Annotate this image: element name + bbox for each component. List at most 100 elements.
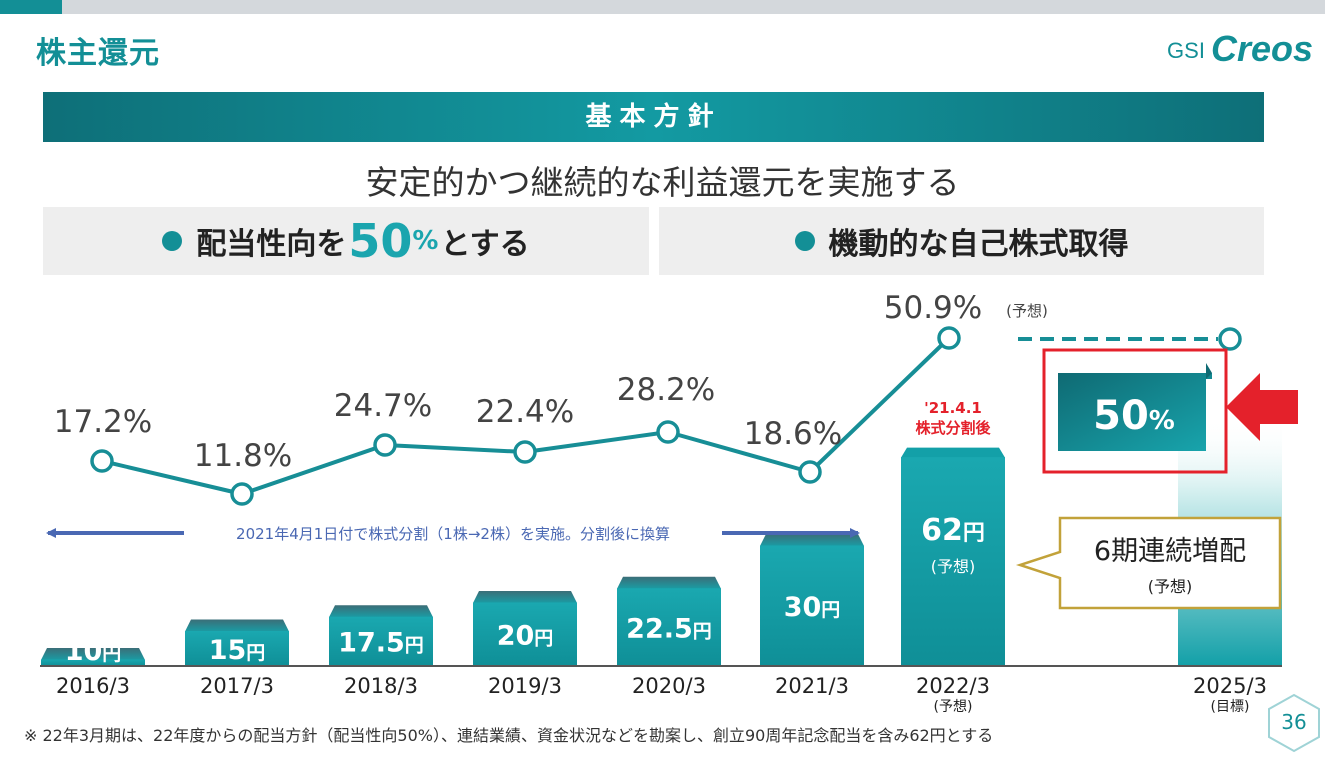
bar-body [760, 545, 864, 666]
payout-point-2017-3 [230, 482, 254, 506]
bar-body [617, 588, 721, 666]
payout-value-note: (予想) [1006, 302, 1048, 320]
x-axis-label: 2021/3 [775, 674, 849, 698]
buyback-text: 機動的な自己株式取得 [828, 227, 1129, 262]
dividend-bar-2020-3: 22.5円 [617, 576, 721, 666]
company-logo: GSI Creos [1167, 28, 1313, 70]
bar-value-unit: 円 [246, 642, 265, 664]
bar-value-unit: 円 [693, 620, 712, 642]
bullet-dot [162, 231, 183, 251]
bar-value-number: 10 [65, 636, 103, 667]
target-red-arrow [1226, 373, 1298, 441]
bar-value-label: 20円 [497, 621, 554, 652]
dividend-bar-2022-3: 62円 (予想) [901, 447, 1005, 666]
bar-body [185, 631, 289, 666]
dividend-bar-2019-3: 20円 [473, 591, 577, 666]
payout-value-label: 11.8% [194, 438, 292, 474]
bar-value-label: 15円 [209, 635, 266, 666]
bar-cap [901, 447, 1005, 458]
dividend-bar-2017-3: 15円 [185, 619, 289, 666]
logo-prefix: GSI [1167, 38, 1205, 63]
bar-body [41, 659, 145, 666]
page-number-hexagon [1268, 693, 1320, 753]
buyback-policy-panel: 機動的な自己株式取得 [659, 207, 1264, 275]
bar-value-note: (予想) [931, 557, 976, 576]
x-axis-label: 2022/3 [916, 674, 990, 698]
split-label: 株式分割後 [915, 419, 991, 437]
payout-value: 50 [348, 214, 413, 268]
bar-cap [329, 605, 433, 618]
bar-value-unit: 円 [102, 643, 121, 665]
payout-point-2021-3 [798, 460, 822, 484]
payout-policy-panel: 配当性向を 50% とする [43, 207, 649, 275]
x-axis-label: 2016/3 [56, 674, 130, 698]
bar-value-label: 62円 [921, 513, 985, 548]
bar-value-number: 20 [497, 621, 535, 652]
dividend-bar-2021-3: 30円 [760, 534, 864, 666]
target-value-label: 50% [1093, 393, 1175, 439]
payout-value-label: 17.2% [54, 404, 152, 440]
logo-name: Creos [1210, 28, 1313, 69]
hexagon-shape [1268, 693, 1320, 753]
x-axis-label-note: (目標) [1211, 699, 1250, 715]
bar-value-number: 62 [921, 513, 963, 548]
x-axis-label: 2019/3 [488, 674, 562, 698]
target-value-unit: % [1149, 406, 1175, 436]
bar-body [473, 602, 577, 666]
split-date: '21.4.1 [924, 399, 982, 417]
payout-value-label: 50.9% [884, 290, 982, 326]
payout-point-2019-3 [513, 440, 537, 464]
payout-point-2025-3 [1218, 327, 1242, 351]
consecutive-increase-callout: 6期連続増配 (予想) [1015, 516, 1282, 610]
bar-value-number: 30 [784, 592, 822, 623]
bar-cap [760, 534, 864, 546]
callout-main-text: 6期連続増配 [1094, 536, 1246, 567]
payout-ratio-labels: 17.2% 11.8% 24.7% 22.4% 28.2% 18.6% 50.9% (予想) [54, 290, 1048, 474]
top-bar [0, 0, 1325, 14]
bar-value-unit: 円 [963, 521, 985, 546]
bar-cap [41, 648, 145, 660]
bar-cap [617, 576, 721, 589]
bar-cap [185, 619, 289, 632]
page-number: 36 [1281, 710, 1307, 734]
payout-point-2018-3 [373, 433, 397, 457]
payout-unit: % [412, 226, 439, 256]
top-bar-accent [0, 0, 62, 14]
bar-value-unit: 円 [534, 628, 553, 650]
payout-suffix: とする [440, 227, 530, 262]
bar-body [901, 457, 1005, 666]
target-highlight-frame [1042, 348, 1228, 474]
target-box-tab [1206, 363, 1212, 379]
dividend-bar-2018-3: 17.5円 [329, 605, 433, 666]
bar-value-number: 22.5 [626, 613, 693, 644]
bar-value-unit: 円 [821, 599, 840, 621]
bar-value-unit: 円 [405, 635, 424, 657]
payout-point-2016-3 [90, 449, 114, 473]
payout-value-label: 22.4% [476, 394, 574, 430]
payout-value-label: 18.6% [744, 416, 842, 452]
payout-ratio-line [90, 326, 1242, 506]
callout-note-text: (予想) [1148, 577, 1193, 596]
policy-subtitle: 安定的かつ継続的な利益還元を実施する [365, 163, 960, 202]
dividend-bar-2016-3: 10円 [41, 636, 145, 667]
payout-value-label: 28.2% [617, 372, 715, 408]
x-axis-label: 2020/3 [632, 674, 706, 698]
bar-value-label: 22.5円 [626, 613, 712, 644]
bar-value-label: 17.5円 [338, 628, 424, 659]
page-title: 株主還元 [36, 36, 160, 71]
payout-value-label: 24.7% [334, 388, 432, 424]
bar-value-number: 17.5 [338, 628, 405, 659]
x-axis-labels: 2016/3 2017/3 2018/3 2019/3 2020/3 2021/3 2022… [56, 674, 1267, 715]
split-arrow-text: 2021年4月1日付で株式分割（1株→2株）を実施。分割後に換算 [236, 525, 670, 543]
bar-value-label: 10円 [65, 636, 122, 667]
target-value-box: 50% [1058, 363, 1212, 451]
payout-prefix: 配当性向を [196, 227, 347, 262]
payout-point-2020-3 [656, 420, 680, 444]
x-axis-label: 2017/3 [200, 674, 274, 698]
x-axis-label-note: (予想) [934, 699, 973, 715]
target-value-number: 50 [1093, 393, 1149, 439]
bar-body [329, 616, 433, 666]
x-axis-label: 2025/3 [1193, 674, 1267, 698]
bar-cap [473, 591, 577, 603]
